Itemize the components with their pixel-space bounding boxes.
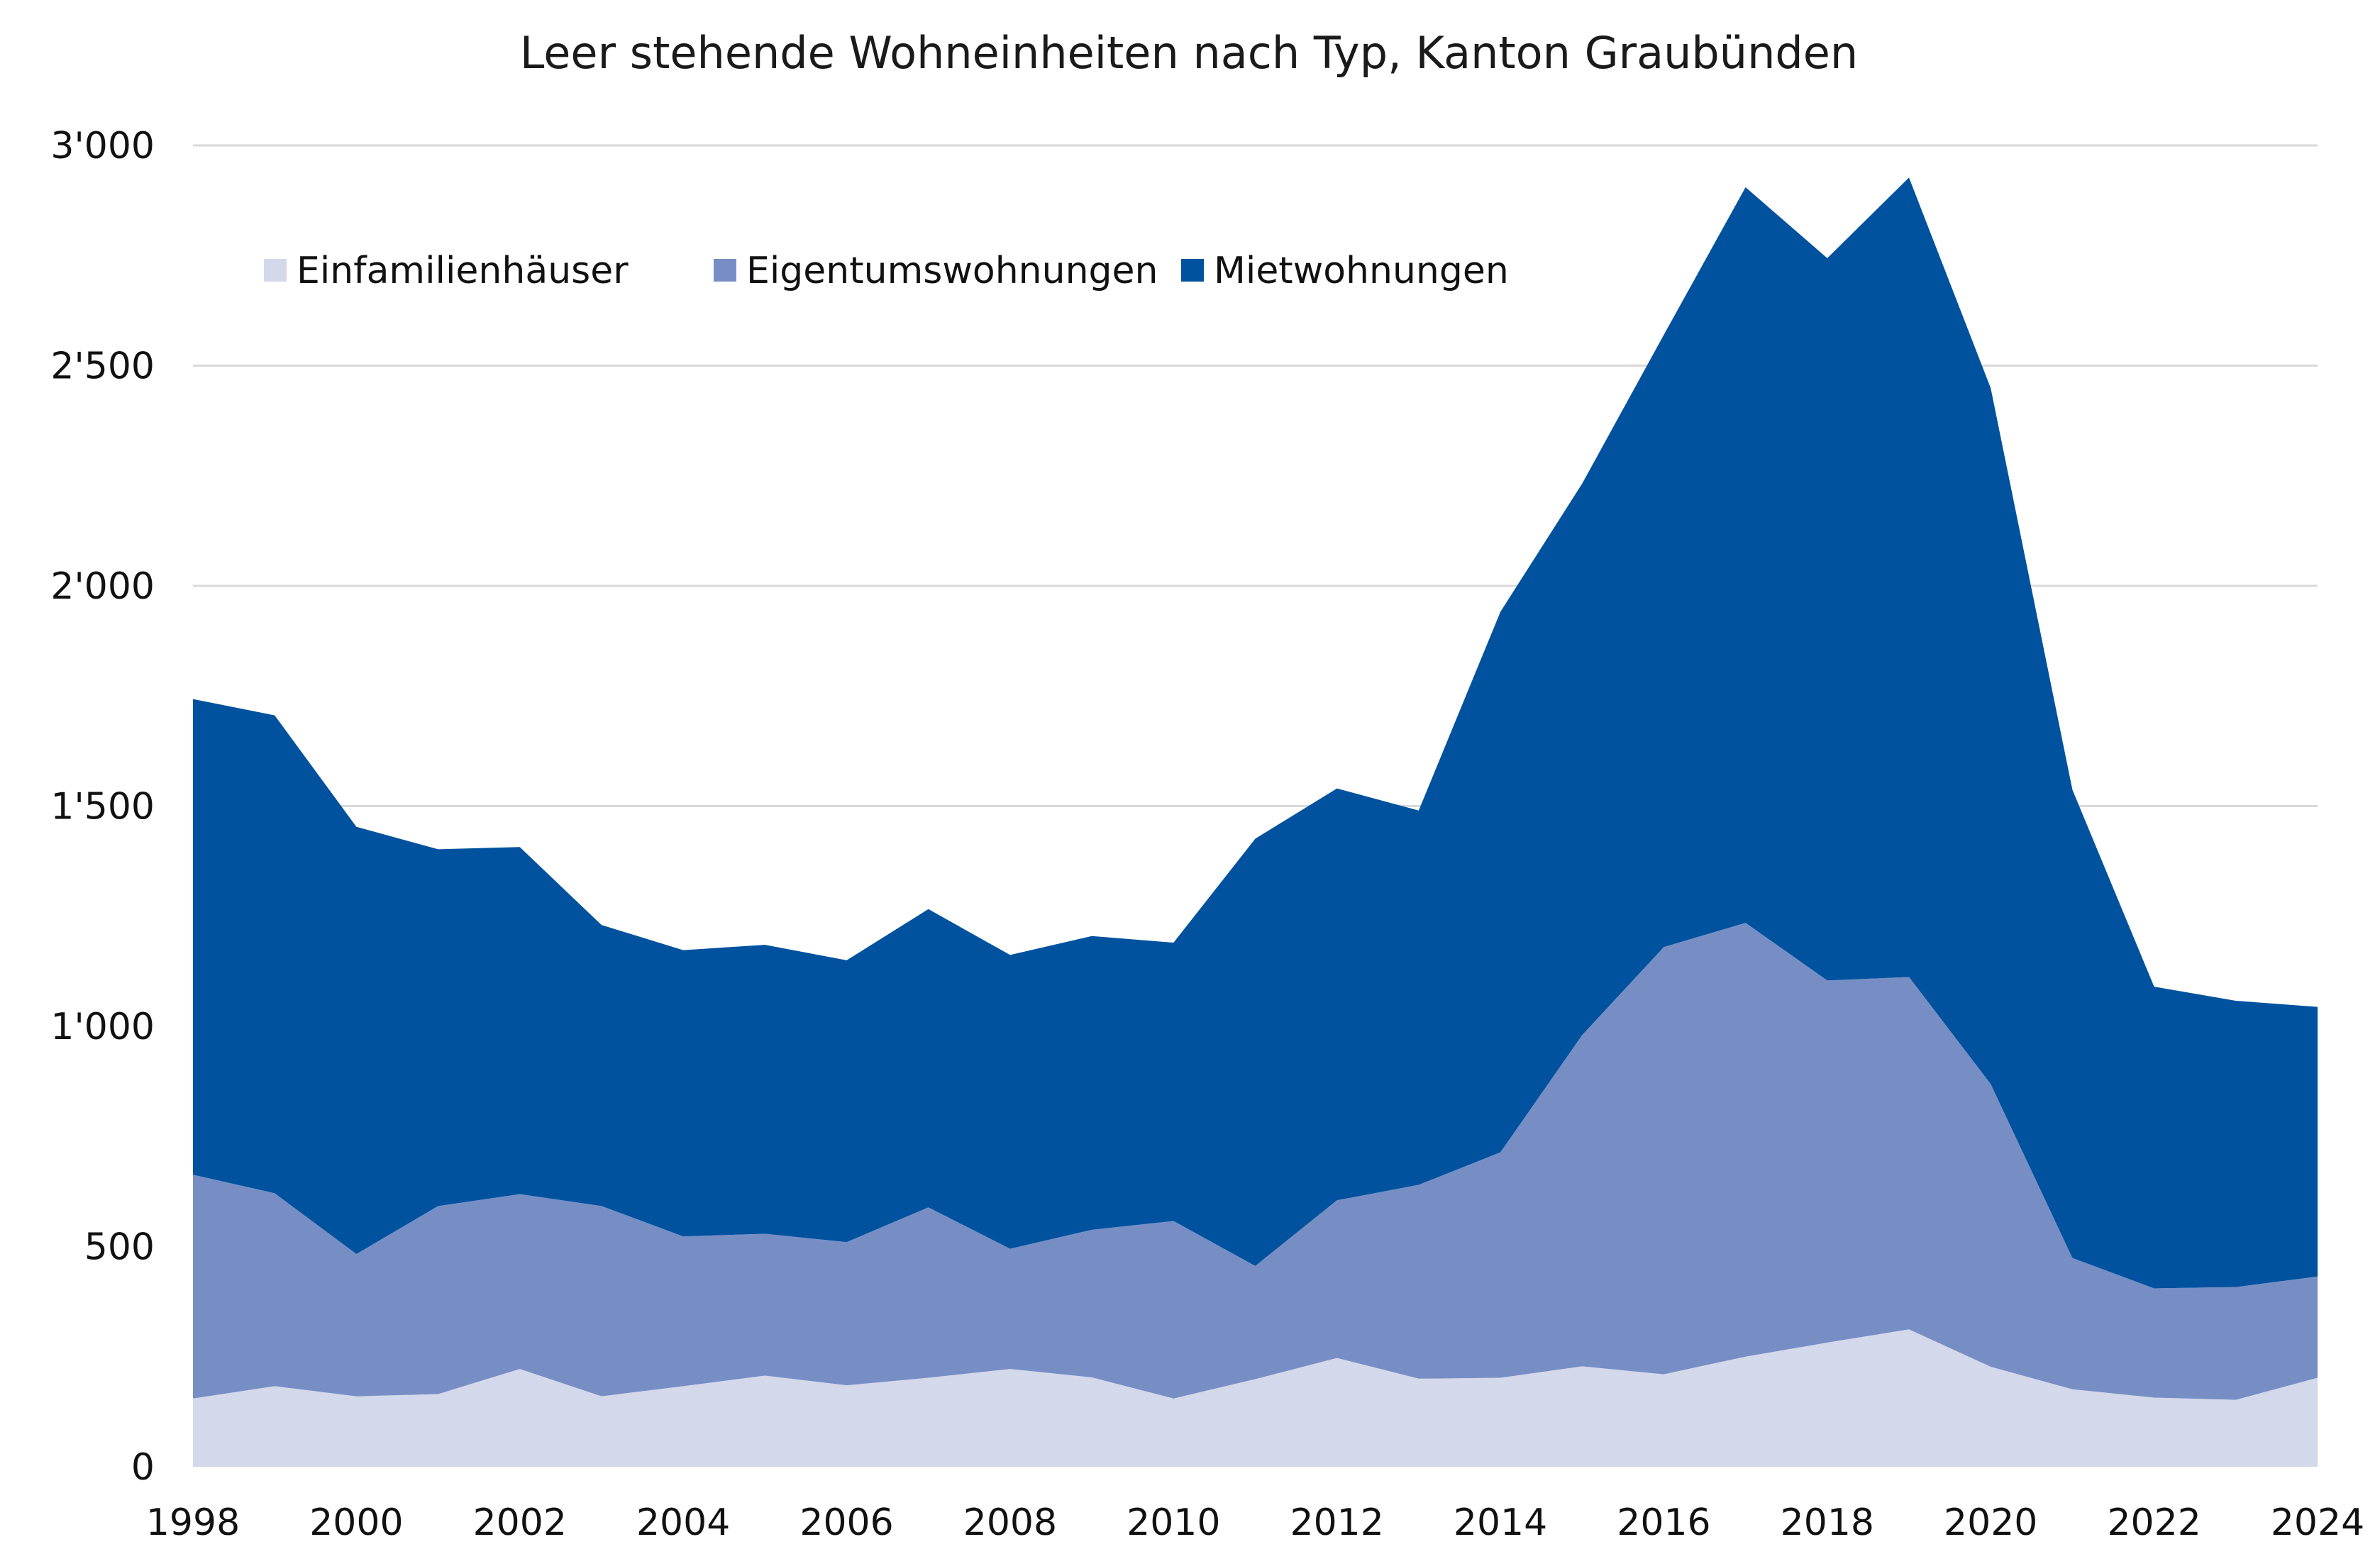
legend-label-eigentumswohnungen: Eigentumswohnungen xyxy=(746,250,1158,292)
y-tick-label-3: 1'500 xyxy=(50,786,155,828)
x-tick-label-12: 2022 xyxy=(2107,1502,2201,1544)
x-tick-label-4: 2006 xyxy=(799,1502,893,1544)
y-axis: 0 500 1'000 1'500 2'000 2'500 3'000 xyxy=(50,125,155,1489)
area-mietwohnungen xyxy=(193,177,2318,1289)
legend-swatch-einfamilienhaeuser xyxy=(264,259,287,282)
x-tick-label-3: 2004 xyxy=(636,1502,730,1544)
area-series-layer xyxy=(193,177,2318,1467)
y-tick-label-5: 2'500 xyxy=(50,345,155,388)
x-tick-label-13: 2024 xyxy=(2271,1502,2364,1544)
y-tick-label-0: 0 xyxy=(131,1446,155,1489)
y-tick-label-1: 500 xyxy=(84,1226,155,1269)
x-tick-label-1: 2000 xyxy=(309,1502,403,1544)
area-eigentumswohnungen xyxy=(193,923,2318,1400)
y-tick-label-4: 2'000 xyxy=(50,565,155,608)
x-tick-label-8: 2014 xyxy=(1454,1502,1547,1544)
x-tick-label-6: 2010 xyxy=(1127,1502,1220,1544)
y-tick-label-6: 3'000 xyxy=(50,125,155,167)
x-tick-label-5: 2008 xyxy=(963,1502,1057,1544)
y-tick-label-2: 1'000 xyxy=(50,1006,155,1048)
x-tick-label-7: 2012 xyxy=(1290,1502,1384,1544)
x-tick-label-9: 2016 xyxy=(1617,1502,1710,1544)
legend: Einfamilienhäuser Eigentumswohnungen Mietw… xyxy=(264,250,1509,292)
legend-label-mietwohnungen: Mietwohnungen xyxy=(1214,250,1509,292)
x-tick-label-0: 1998 xyxy=(146,1502,240,1544)
legend-label-einfamilienhaeuser: Einfamilienhäuser xyxy=(297,250,629,292)
x-tick-label-2: 2002 xyxy=(473,1502,567,1544)
legend-swatch-eigentumswohnungen xyxy=(714,259,736,282)
legend-swatch-mietwohnungen xyxy=(1181,259,1204,282)
x-tick-label-10: 2018 xyxy=(1781,1502,1874,1544)
x-axis: 1998 2000 2002 2004 2006 2008 2010 2012 2014 2016… xyxy=(146,1502,2364,1544)
chart-title: Leer stehende Wohneinheiten nach Typ, Ka… xyxy=(520,27,1858,79)
x-tick-label-11: 2020 xyxy=(1944,1502,2037,1544)
area-einfamilienhaeuser xyxy=(193,1329,2318,1467)
